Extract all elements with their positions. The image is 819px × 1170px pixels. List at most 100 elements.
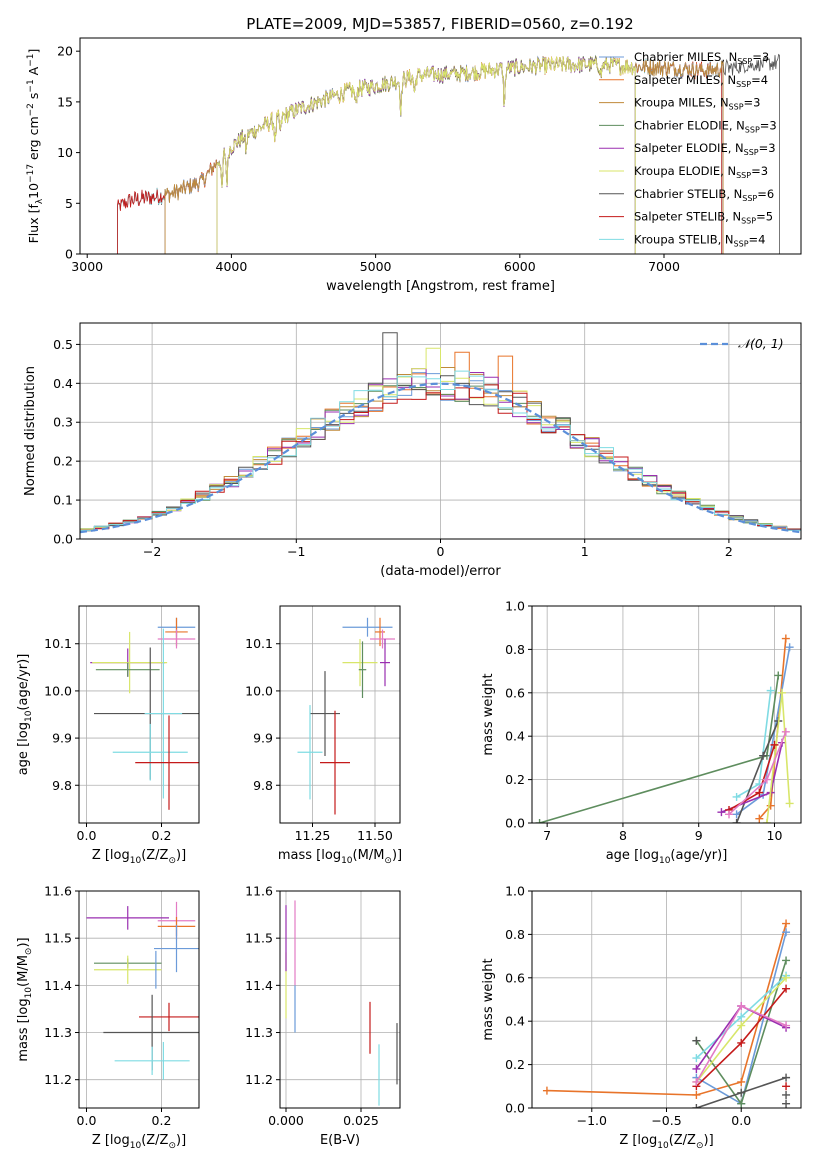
x-tick-label: 8 xyxy=(619,828,627,843)
plus-marker xyxy=(717,808,726,817)
plus-marker xyxy=(766,686,775,695)
y-tick-label: 11.3 xyxy=(44,1025,72,1040)
plus-marker xyxy=(692,1054,701,1063)
y-tick-label: 0.2 xyxy=(53,454,73,469)
x-tick-label: 4000 xyxy=(216,259,248,274)
error-bar-point xyxy=(92,631,168,694)
legend-label: Chabrier ELODIE, NSSP=3 xyxy=(634,118,777,134)
x-tick-label: 0.0 xyxy=(731,1113,751,1128)
error-bar-point xyxy=(95,662,160,677)
x-tick-label: 0.000 xyxy=(268,1113,304,1128)
plot-area xyxy=(117,53,780,254)
y-tick-label: 9.8 xyxy=(253,778,273,793)
error-bar-point xyxy=(135,715,199,810)
x-tick-label: 10 xyxy=(767,828,783,843)
plus-marker xyxy=(781,634,790,643)
y-tick-label: 15 xyxy=(57,94,73,109)
axes-frame: 11.25 11.50 9.8 9.9 10.0 10.1 mass [log10(M/M⊙… xyxy=(245,605,402,866)
y-tick-label: 0.0 xyxy=(53,532,73,547)
plus-marker xyxy=(692,1090,701,1099)
error-bar-point xyxy=(112,723,188,781)
y-tick-label: 11.4 xyxy=(44,978,72,993)
x-tick-label: 2 xyxy=(725,544,733,559)
x-axis-label: (data-model)/error xyxy=(380,564,501,579)
error-bar-point xyxy=(370,629,395,649)
legend-label: Salpeter STELIB, NSSP=5 xyxy=(634,210,773,226)
x-tick-label: 11.25 xyxy=(295,828,331,843)
residual-legend: 𝒩(0, 1) xyxy=(700,336,784,351)
y-tick-label: 9.8 xyxy=(52,778,72,793)
y-tick-label: 0.3 xyxy=(53,415,73,430)
mass-weight-series xyxy=(762,688,794,823)
y-tick-label: 10.1 xyxy=(245,636,273,651)
y-tick-label: 9.9 xyxy=(253,731,273,746)
x-tick-label: −2 xyxy=(143,544,161,559)
panel-massweight-vs-age: 7 8 9 10 0.0 0.2 0.4 0.6 0.8 1.0 age [log10(age/yr… xyxy=(481,599,802,866)
panel-spectrum: 3000 4000 5000 6000 7000 0 5 10 15 20 wavelength [… xyxy=(26,37,802,294)
plot-area xyxy=(542,919,791,1108)
x-tick-label: 6000 xyxy=(504,259,536,274)
x-tick-label: 0.0 xyxy=(77,1113,97,1128)
y-tick-label: 0.8 xyxy=(505,642,525,657)
figure-title: PLATE=2009, MJD=53857, FIBERID=0560, z=0… xyxy=(246,15,633,33)
plus-marker xyxy=(770,740,779,749)
plus-marker xyxy=(542,1086,551,1095)
plus-marker xyxy=(782,973,791,982)
y-tick-label: 5 xyxy=(65,196,73,211)
plus-marker xyxy=(737,1002,746,1011)
y-tick-label: 1.0 xyxy=(505,599,525,614)
y-tick-label: 0.5 xyxy=(53,337,73,352)
y-tick-label: 0.0 xyxy=(505,1101,525,1116)
y-tick-label: 11.5 xyxy=(44,931,72,946)
panel-massweight-vs-Z: −1.0 −0.5 0.0 0.0 0.2 0.4 0.6 0.8 1.0 Z [log10(Z/… xyxy=(481,884,802,1151)
histogram-kroupa-stelib xyxy=(80,370,801,539)
spectrum-salpeter-stelib xyxy=(117,56,723,254)
axes-border xyxy=(78,605,200,824)
plus-marker xyxy=(535,819,544,823)
legend-label: Kroupa MILES, NSSP=3 xyxy=(634,96,760,112)
y-tick-label: 0.2 xyxy=(505,1057,525,1072)
plus-marker xyxy=(778,688,787,697)
y-tick-label: 11.2 xyxy=(245,1072,273,1087)
plus-marker xyxy=(692,1077,701,1086)
y-tick-label: 0 xyxy=(65,247,73,262)
x-tick-label: 0.2 xyxy=(152,828,172,843)
spectrum-kroupa-elodie xyxy=(216,55,636,254)
y-tick-label: 11.4 xyxy=(245,978,273,993)
axes-border xyxy=(279,890,401,1109)
error-bar-point xyxy=(86,906,169,930)
histogram-salpeter-stelib xyxy=(80,384,801,539)
y-tick-label: 11.6 xyxy=(245,884,273,899)
x-tick-label: −1 xyxy=(287,544,305,559)
x-tick-label: 0.0 xyxy=(77,828,97,843)
x-axis-label: E(B-V) xyxy=(320,1133,360,1148)
y-tick-label: 10.0 xyxy=(245,683,273,698)
plot-area xyxy=(90,617,199,810)
y-tick-label: 1.0 xyxy=(505,884,525,899)
mass-weight-series xyxy=(692,973,791,1086)
x-tick-label: 0.025 xyxy=(343,1113,379,1128)
legend-label: Chabrier STELIB, NSSP=6 xyxy=(634,187,774,203)
plus-marker xyxy=(759,751,768,760)
y-tick-label: 10.0 xyxy=(44,683,72,698)
x-tick-label: 3000 xyxy=(71,259,103,274)
mass-weight-series xyxy=(725,727,790,819)
plus-marker xyxy=(732,819,741,823)
error-bar-point xyxy=(320,710,350,815)
plus-marker xyxy=(737,1012,746,1021)
y-tick-label: 0.4 xyxy=(505,729,525,744)
y-tick-label: 0.4 xyxy=(505,1014,525,1029)
x-axis-label: Z [log10(Z/Z⊙)] xyxy=(92,1133,186,1151)
axes-frame: −1.0 −0.5 0.0 0.0 0.2 0.4 0.6 0.8 1.0 Z [log10(Z/… xyxy=(481,884,802,1151)
plus-marker xyxy=(782,984,791,993)
spectrum-salpeter-elodie xyxy=(216,56,636,254)
plus-marker xyxy=(782,1099,791,1108)
plus-marker xyxy=(732,792,741,801)
error-bar-point xyxy=(342,639,378,687)
panel-residuals: −2 −1 0 1 2 0.0 0.1 0.2 0.3 0.4 0.5 (data-model)/er… xyxy=(23,322,802,579)
spectrum-chabrier-elodie xyxy=(216,55,636,254)
y-tick-label: 11.2 xyxy=(44,1072,72,1087)
error-bar-point xyxy=(144,628,183,799)
plus-marker xyxy=(781,727,790,736)
x-axis-label: Z [log10(Z/Z⊙)] xyxy=(619,1133,713,1151)
